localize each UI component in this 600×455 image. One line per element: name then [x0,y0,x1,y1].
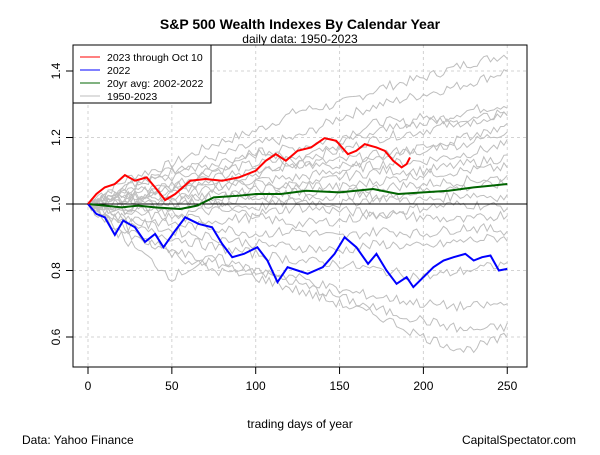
series-2023-line [87,137,411,205]
history-year-line [87,109,508,205]
x-ticks: 0 50 100 150 200 250 [85,367,518,393]
history-year-line [87,203,508,255]
history-year-line [87,69,508,205]
history-year-line [87,131,508,205]
y-tick-label: 1.4 [49,62,63,79]
history-year-line [87,198,508,229]
x-tick-label: 0 [85,379,92,393]
history-year-line [87,203,508,333]
y-tick-label: 0.6 [49,328,63,345]
history-year-line [87,203,508,354]
series-2022-line [87,203,508,289]
chart-title: S&P 500 Wealth Indexes By Calendar Year [160,16,441,32]
y-tick-label: 0.8 [49,262,63,279]
history-year-line [87,203,508,313]
legend-label: 20yr avg: 2002-2022 [107,78,203,90]
history-year-line [87,54,508,205]
x-axis-label: trading days of year [247,417,352,431]
history-year-line [87,161,508,207]
chart-subtitle: daily data: 1950-2023 [242,32,358,46]
series-20yr-avg-line [87,183,508,210]
legend-label: 2023 through Oct 10 [107,52,203,64]
x-tick-label: 150 [330,379,350,393]
x-tick-label: 100 [246,379,266,393]
brand-note: CapitalSpectator.com [462,433,576,447]
x-tick-label: 50 [165,379,179,393]
y-ticks: 0.6 0.8 1.0 1.2 1.4 [49,62,73,345]
history-year-line [87,199,508,220]
x-tick-label: 250 [497,379,517,393]
y-tick-label: 1.2 [49,129,63,146]
source-note: Data: Yahoo Finance [22,433,134,447]
plot-frame [72,44,528,368]
legend-label: 1950-2023 [107,91,157,103]
history-year-line [87,190,508,215]
highlight-lines [87,137,508,289]
x-tick-label: 200 [413,379,433,393]
history-year-line [87,203,508,240]
legend-label: 2022 [107,65,131,77]
history-year-line [87,123,508,208]
y-tick-label: 1.0 [49,195,63,212]
